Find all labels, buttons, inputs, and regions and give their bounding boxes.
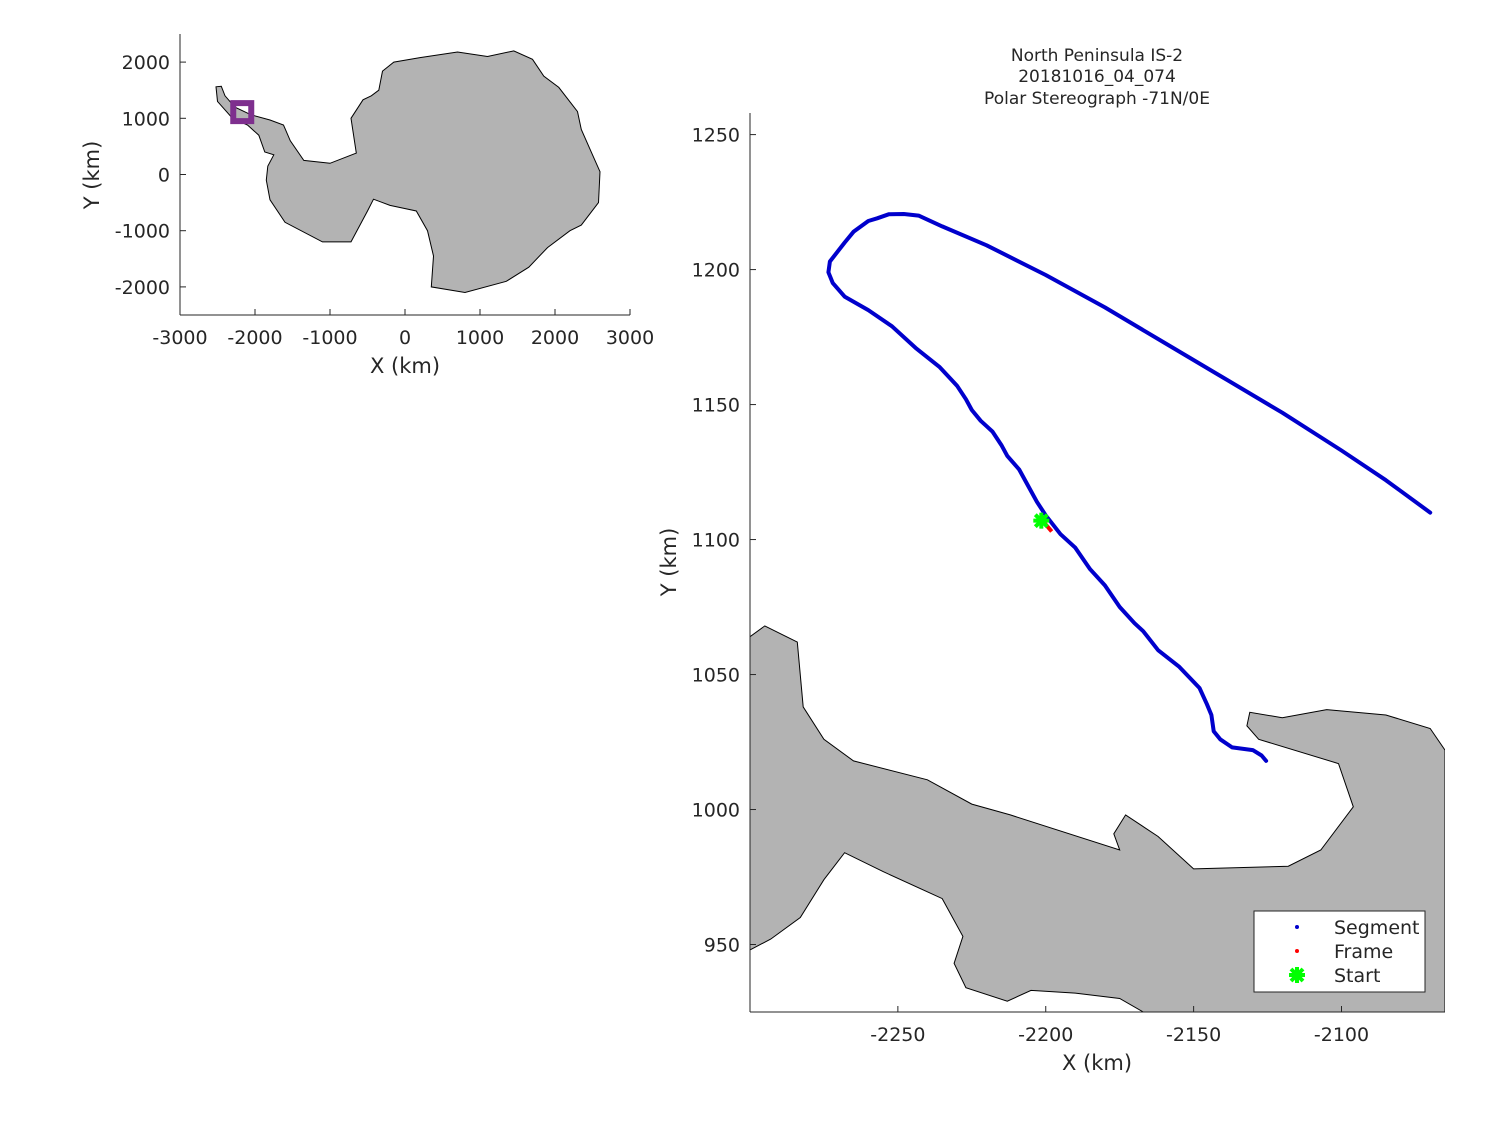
overview-y-axis-label: Y (km) [80, 141, 104, 211]
segment-series-line [826, 212, 1433, 763]
overview-x-axis-label: X (km) [370, 354, 440, 378]
location-marker [230, 100, 255, 125]
overview-x-tick-label: 1000 [456, 327, 504, 349]
legend-box [1253, 910, 1426, 993]
overview-x-tick-label: 0 [399, 327, 411, 349]
legend-label-start: Start [1334, 965, 1380, 987]
detail-y-tick-label: 1050 [692, 665, 740, 687]
detail-x-tick-label: -2200 [1018, 1024, 1073, 1046]
detail-y-tick-label: 1150 [692, 395, 740, 417]
detail-map: -2250 -2200 -2150 -2100 950 1000 1050 1100 1150… [657, 46, 1445, 1075]
legend-marker-frame [1295, 949, 1299, 953]
overview-y-tick-label: 0 [158, 165, 170, 187]
start-marker [1033, 512, 1050, 529]
detail-y-tick-label: 1250 [692, 125, 740, 147]
overview-x-tick-label: 2000 [531, 327, 579, 349]
legend-label-frame: Frame [1334, 941, 1393, 963]
chart-title-line-3: Polar Stereograph -71N/0E [984, 89, 1210, 109]
legend-marker-start [1289, 967, 1305, 983]
overview-x-tick-label: 3000 [606, 327, 654, 349]
detail-x-tick-label: -2100 [1314, 1024, 1369, 1046]
antarctica-landmass [215, 50, 601, 294]
detail-x-tick-label: -2250 [870, 1024, 925, 1046]
legend: Segment Frame Start [1253, 910, 1426, 993]
overview-y-ticks: -2000 -1000 0 1000 2000 [115, 52, 186, 299]
detail-plot-area [750, 212, 1445, 1012]
legend-label-segment: Segment [1334, 917, 1420, 939]
detail-y-ticks: 950 1000 1050 1100 1150 1200 1250 [692, 125, 756, 957]
chart-title-line-2: 20181016_04_074 [1018, 67, 1176, 87]
overview-x-ticks: -3000 -2000 -1000 0 1000 2000 3000 [152, 309, 654, 349]
overview-x-tick-label: -1000 [302, 327, 357, 349]
overview-y-tick-label: -2000 [115, 277, 170, 299]
overview-y-tick-label: -1000 [115, 221, 170, 243]
detail-x-ticks: -2250 -2200 -2150 -2100 [870, 1006, 1369, 1046]
detail-y-tick-label: 1100 [692, 530, 740, 552]
overview-map: -3000 -2000 -1000 0 1000 2000 3000 -2000 -1000 0… [80, 34, 654, 378]
detail-y-tick-label: 1000 [692, 800, 740, 822]
overview-x-tick-label: -3000 [152, 327, 207, 349]
overview-plot-area [215, 50, 601, 294]
detail-y-tick-label: 950 [704, 935, 740, 957]
detail-y-tick-label: 1200 [692, 260, 740, 282]
chart-title-line-1: North Peninsula IS-2 [1011, 46, 1183, 66]
overview-y-tick-label: 1000 [122, 108, 170, 130]
legend-marker-segment [1295, 925, 1299, 929]
overview-x-tick-label: -2000 [227, 327, 282, 349]
detail-x-tick-label: -2150 [1166, 1024, 1221, 1046]
detail-x-axis-label: X (km) [1062, 1051, 1132, 1075]
overview-y-tick-label: 2000 [122, 52, 170, 74]
detail-y-axis-label: Y (km) [657, 528, 681, 598]
